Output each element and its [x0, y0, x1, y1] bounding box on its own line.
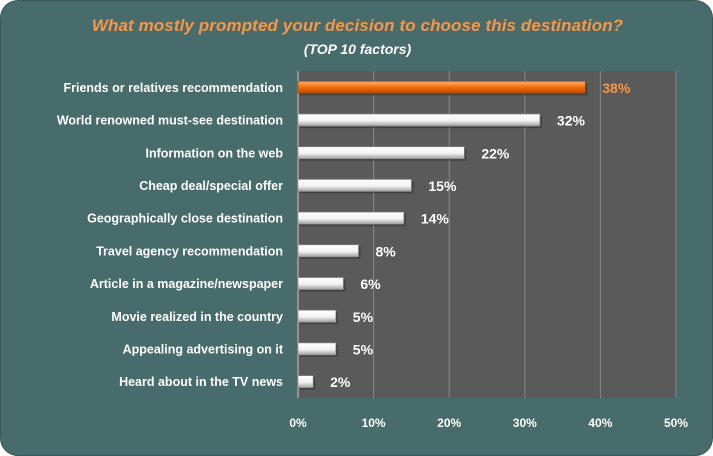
- value-label: 5%: [353, 309, 374, 325]
- chart-title: What mostly prompted your decision to ch…: [91, 16, 624, 35]
- value-label: 15%: [428, 178, 457, 194]
- category-label: Friends or relatives recommendation: [63, 81, 283, 95]
- value-label: 2%: [330, 374, 351, 390]
- category-label: Movie realized in the country: [111, 310, 283, 324]
- bar: [297, 342, 337, 356]
- bar: [297, 375, 314, 388]
- bar: [297, 244, 359, 258]
- value-label: 6%: [360, 276, 381, 292]
- x-tick-label: 20%: [437, 416, 461, 430]
- category-label: Appealing advertising on it: [123, 342, 284, 356]
- value-label: 38%: [602, 80, 631, 96]
- value-label: 32%: [557, 113, 586, 129]
- x-tick-label: 50%: [664, 416, 688, 430]
- x-tick-label: 10%: [362, 416, 386, 430]
- value-label: 5%: [353, 341, 374, 357]
- bar: [297, 146, 465, 160]
- category-label: Heard about in the TV news: [119, 375, 283, 389]
- bar: [297, 179, 412, 192]
- bar-highlighted: [297, 81, 586, 94]
- bar: [297, 113, 541, 127]
- category-label: Cheap deal/special offer: [139, 179, 283, 193]
- x-tick-label: 30%: [513, 416, 537, 430]
- value-label: 22%: [481, 145, 510, 161]
- value-label: 8%: [375, 243, 396, 259]
- x-tick-label: 40%: [588, 416, 612, 430]
- category-label: Article in a magazine/newspaper: [90, 277, 283, 291]
- category-label: Information on the web: [146, 146, 284, 160]
- bar: [297, 211, 405, 225]
- bar: [297, 309, 337, 323]
- chart-subtitle: (TOP 10 factors): [303, 41, 412, 57]
- category-label: World renowned must-see destination: [57, 114, 283, 128]
- bar: [297, 277, 344, 290]
- category-label: Travel agency recommendation: [96, 244, 283, 258]
- value-label: 14%: [421, 211, 450, 227]
- category-label: Geographically close destination: [87, 212, 283, 226]
- x-tick-label: 0%: [289, 416, 307, 430]
